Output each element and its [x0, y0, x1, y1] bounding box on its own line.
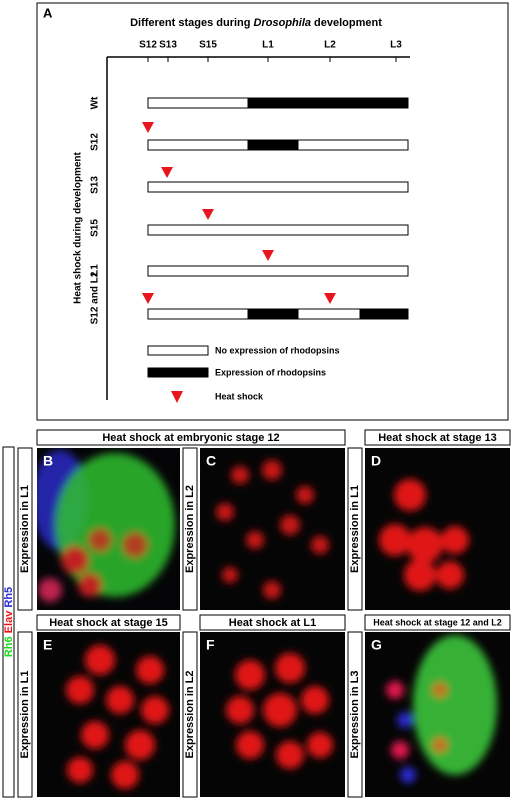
panel-label: G [371, 637, 382, 653]
bar-no-expression [147, 224, 409, 236]
row-label: L1 [90, 264, 101, 276]
panel-header: Heat shock at L1 [229, 617, 316, 629]
panel-label: A [43, 5, 53, 20]
triangle [324, 293, 336, 304]
panel-label: F [206, 637, 215, 653]
legend-text: Expression of rhodopsins [215, 367, 326, 377]
bar-expression [247, 308, 299, 320]
side-frame [347, 631, 363, 798]
stain-labels: Rh6 Elav Rh5 [3, 587, 15, 657]
row-label: Wt [90, 96, 101, 109]
legend-swatch [147, 367, 209, 378]
side-label: Expression in L3 [349, 670, 361, 758]
panel-label: E [43, 637, 52, 653]
header-frame [364, 614, 511, 631]
header-frame [36, 429, 346, 446]
legend-text: No expression of rhodopsins [215, 345, 340, 355]
bar-expression [247, 139, 299, 151]
stage-label: L1 [262, 40, 274, 51]
triangle [142, 293, 154, 304]
side-frame [17, 631, 33, 798]
side-frame [182, 447, 198, 611]
stage-label: S12 [139, 40, 157, 51]
header-frame [199, 614, 346, 631]
triangle [202, 209, 214, 220]
side-frame [347, 447, 363, 611]
bar-no-expression [147, 97, 249, 109]
stage-label: L3 [390, 40, 402, 51]
y-axis-label: Heat shock during development [73, 151, 84, 303]
stage-label: L2 [324, 40, 336, 51]
triangle [262, 250, 274, 261]
header-frame [364, 429, 511, 446]
panel-label: C [206, 453, 216, 469]
panel-header: Heat shock at embryonic stage 12 [102, 432, 279, 444]
side-label: Expression in L1 [349, 485, 361, 573]
row-label: S13 [90, 176, 101, 194]
stain: Rh6 [3, 636, 15, 657]
row-label: S12 and L2 [90, 271, 101, 324]
panel-label: B [43, 453, 53, 469]
panel-a-frame [36, 2, 509, 421]
header-frame [36, 614, 181, 631]
side-label: Expression in L1 [19, 485, 31, 573]
micrographs [37, 448, 510, 797]
side-label: Expression in L1 [19, 670, 31, 758]
side-label: Expression in L2 [184, 670, 196, 758]
bar-expression [247, 97, 409, 109]
legend-swatch [147, 345, 209, 356]
triangle [142, 122, 154, 133]
bar-no-expression [147, 265, 409, 277]
side-frame [17, 447, 33, 611]
legend-swatch [171, 391, 183, 403]
bars [147, 97, 409, 320]
bar-expression [359, 308, 409, 320]
stage-label: S15 [199, 40, 217, 51]
panel-header: Heat shock at stage 13 [378, 432, 497, 444]
side-frame [182, 631, 198, 798]
row-label: S12 [90, 133, 101, 151]
panel-a-title: Different stages during Drosophila devel… [130, 17, 382, 29]
legend-text: Heat shock [215, 391, 264, 401]
stain: Elav [3, 610, 15, 634]
stain-frame [2, 446, 15, 798]
title-part: Different stages during [130, 17, 253, 29]
side-label: Expression in L2 [184, 485, 196, 573]
panel-label: D [371, 453, 381, 469]
stain: Rh5 [3, 587, 15, 608]
bar-no-expression [147, 181, 409, 193]
row-label: S15 [90, 219, 101, 237]
stage-label: S13 [159, 40, 177, 51]
panel-header: Heat shock at stage 12 and L2 [373, 617, 502, 627]
title-part: development [311, 17, 382, 29]
triangle [161, 167, 173, 178]
heat-shock-markers [142, 122, 336, 304]
title-part: Drosophila [254, 17, 311, 29]
panel-header: Heat shock at stage 15 [49, 617, 168, 629]
